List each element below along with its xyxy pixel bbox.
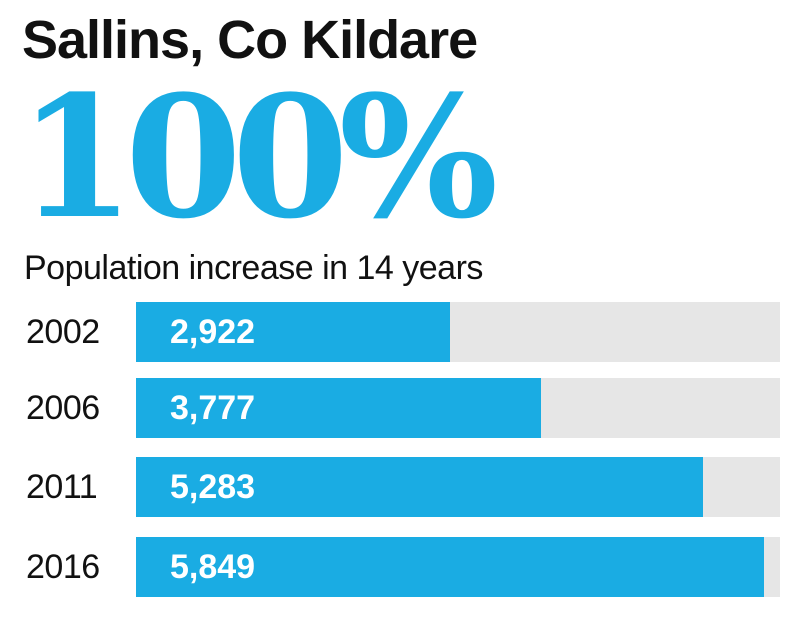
bar — [136, 537, 764, 597]
bar — [136, 302, 450, 362]
bar — [136, 457, 703, 517]
chart-title: Sallins, Co Kildare — [22, 10, 478, 70]
data-label: 5,849 — [170, 548, 256, 586]
data-label: 3,777 — [170, 389, 256, 427]
headline-percentage: 100% — [18, 58, 498, 256]
bar — [136, 378, 541, 438]
bar-track: 2,922 — [136, 302, 780, 362]
data-label: 5,283 — [170, 468, 256, 506]
y-tick-label: 2002 — [26, 313, 100, 351]
y-tick-label: 2011 — [26, 468, 98, 506]
chart-subtitle: Population increase in 14 years — [24, 249, 483, 287]
data-label: 2,922 — [170, 313, 256, 351]
bar-track: 5,283 — [136, 457, 780, 517]
bar-track: 3,777 — [136, 378, 780, 438]
bar-track: 5,849 — [136, 537, 780, 597]
y-tick-label: 2006 — [26, 389, 100, 427]
y-tick-label: 2016 — [26, 548, 100, 586]
